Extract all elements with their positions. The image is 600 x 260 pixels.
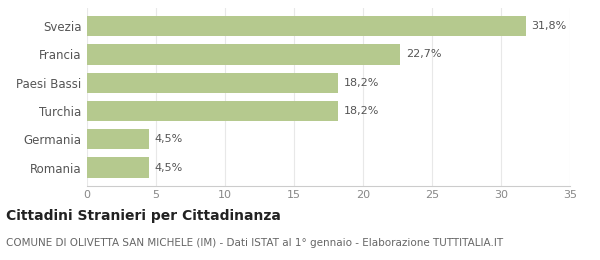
Bar — [87, 73, 338, 93]
Bar — [87, 157, 149, 178]
Bar — [87, 44, 400, 64]
Text: Cittadini Stranieri per Cittadinanza: Cittadini Stranieri per Cittadinanza — [6, 209, 281, 223]
Text: 4,5%: 4,5% — [155, 162, 183, 173]
Text: 22,7%: 22,7% — [406, 49, 441, 59]
Bar — [87, 16, 526, 36]
Bar — [87, 101, 338, 121]
Text: 31,8%: 31,8% — [532, 21, 566, 31]
Bar — [87, 129, 149, 150]
Text: 18,2%: 18,2% — [344, 78, 379, 88]
Text: COMUNE DI OLIVETTA SAN MICHELE (IM) - Dati ISTAT al 1° gennaio - Elaborazione TU: COMUNE DI OLIVETTA SAN MICHELE (IM) - Da… — [6, 238, 503, 248]
Text: 4,5%: 4,5% — [155, 134, 183, 144]
Text: 18,2%: 18,2% — [344, 106, 379, 116]
